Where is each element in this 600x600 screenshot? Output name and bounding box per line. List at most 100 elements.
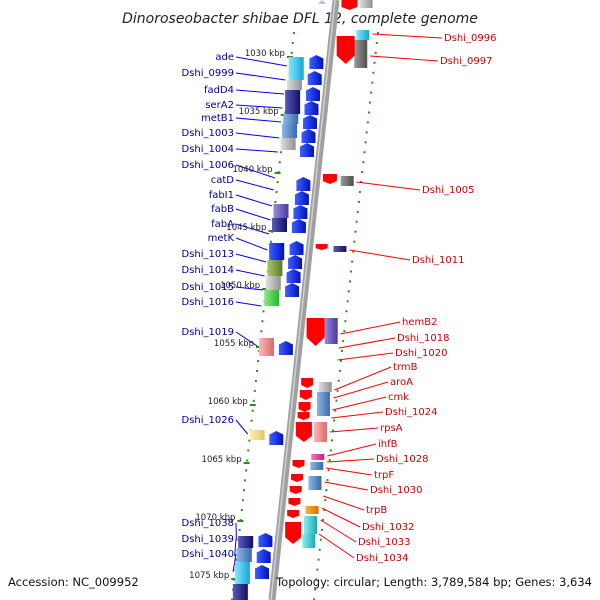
- gene-block-forward[interactable]: [234, 562, 250, 584]
- gene-label-dshi-1018[interactable]: Dshi_1018: [397, 333, 449, 344]
- gene-block-forward[interactable]: [273, 204, 289, 218]
- gene-arrow-reverse[interactable]: [287, 510, 300, 518]
- gene-label-ihfb[interactable]: ihfB: [378, 439, 398, 450]
- gene-label-dshi-1015[interactable]: Dshi_1015: [182, 282, 234, 293]
- gene-arrow-reverse[interactable]: [299, 390, 312, 400]
- gene-label-dshi-0997[interactable]: Dshi_0997: [440, 56, 492, 67]
- gene-block-reverse[interactable]: [359, 0, 373, 8]
- gene-label-dshi-1004[interactable]: Dshi_1004: [182, 144, 234, 155]
- gene-label-ade[interactable]: ade: [215, 52, 234, 63]
- gene-block-forward[interactable]: [232, 584, 248, 600]
- gene-label-fabi1[interactable]: fabI1: [209, 190, 234, 201]
- gene-arrow-forward[interactable]: [302, 115, 317, 129]
- gene-block-forward[interactable]: [258, 338, 274, 356]
- gene-label-dshi-1003[interactable]: Dshi_1003: [182, 128, 234, 139]
- gene-arrow-forward[interactable]: [294, 191, 309, 205]
- gene-label-dshi-1033[interactable]: Dshi_1033: [358, 537, 410, 548]
- gene-block-reverse[interactable]: [333, 246, 347, 252]
- gene-label-catd[interactable]: catD: [211, 175, 235, 186]
- gene-arrow-forward[interactable]: [278, 341, 293, 355]
- gene-label-dshi-1024[interactable]: Dshi_1024: [385, 407, 437, 418]
- gene-block-forward[interactable]: [286, 80, 302, 90]
- gene-label-dshi-1020[interactable]: Dshi_1020: [395, 348, 447, 359]
- gene-label-trpb[interactable]: trpB: [366, 505, 387, 516]
- gene-arrow-reverse[interactable]: [306, 318, 325, 346]
- scroll-up-icon[interactable]: [318, 0, 326, 4]
- gene-block-reverse[interactable]: [308, 476, 322, 490]
- gene-arrow-forward[interactable]: [254, 565, 269, 579]
- gene-arrow-forward[interactable]: [269, 431, 284, 445]
- gene-block-forward[interactable]: [272, 218, 287, 232]
- gene-arrow-forward[interactable]: [291, 219, 306, 233]
- gene-block-reverse[interactable]: [311, 454, 325, 460]
- gene-block-reverse[interactable]: [318, 382, 332, 392]
- gene-arrow-reverse[interactable]: [285, 522, 302, 544]
- gene-label-dshi-1011[interactable]: Dshi_1011: [412, 255, 464, 266]
- gene-arrow-reverse[interactable]: [289, 486, 302, 494]
- gene-label-dshi-1026[interactable]: Dshi_1026: [182, 415, 234, 426]
- gene-label-dshi-1038[interactable]: Dshi_1038: [182, 518, 234, 529]
- gene-label-fadd4[interactable]: fadD4: [204, 85, 234, 96]
- gene-block-forward[interactable]: [249, 430, 265, 440]
- gene-label-dshi-1016[interactable]: Dshi_1016: [182, 297, 234, 308]
- gene-arrow-reverse[interactable]: [291, 474, 304, 482]
- gene-label-fabb[interactable]: fabB: [211, 204, 234, 215]
- gene-block-forward[interactable]: [288, 57, 304, 80]
- gene-block-forward[interactable]: [269, 243, 285, 260]
- gene-arrow-reverse[interactable]: [288, 498, 301, 506]
- gene-label-dshi-1014[interactable]: Dshi_1014: [182, 265, 234, 276]
- gene-label-dshi-1040[interactable]: Dshi_1040: [182, 549, 234, 560]
- gene-arrow-reverse[interactable]: [322, 174, 337, 184]
- gene-block-forward[interactable]: [265, 276, 281, 290]
- gene-arrow-forward[interactable]: [285, 283, 300, 297]
- gene-label-aroa[interactable]: aroA: [390, 377, 413, 388]
- gene-arrow-forward[interactable]: [288, 255, 303, 269]
- gene-arrow-reverse[interactable]: [297, 412, 310, 420]
- gene-arrow-forward[interactable]: [305, 87, 320, 101]
- gene-arrow-forward[interactable]: [286, 269, 301, 283]
- gene-arrow-forward[interactable]: [289, 241, 304, 255]
- gene-label-metk[interactable]: metK: [208, 233, 235, 244]
- gene-arrow-reverse[interactable]: [301, 378, 314, 388]
- gene-label-metb1[interactable]: metB1: [201, 113, 234, 124]
- gene-block-forward[interactable]: [238, 536, 254, 548]
- gene-label-dshi-1032[interactable]: Dshi_1032: [362, 522, 414, 533]
- gene-block-reverse[interactable]: [305, 506, 319, 514]
- gene-arrow-forward[interactable]: [301, 129, 316, 143]
- gene-arrow-reverse[interactable]: [298, 402, 311, 412]
- gene-block-forward[interactable]: [267, 260, 283, 276]
- gene-label-rpsa[interactable]: rpsA: [380, 423, 403, 434]
- gene-arrow-forward[interactable]: [307, 71, 322, 85]
- gene-label-dshi-1030[interactable]: Dshi_1030: [370, 485, 422, 496]
- gene-arrow-reverse[interactable]: [341, 0, 358, 10]
- gene-block-forward[interactable]: [283, 114, 299, 124]
- gene-label-hemb2[interactable]: hemB2: [402, 317, 437, 328]
- gene-arrow-forward[interactable]: [258, 533, 273, 547]
- gene-label-dshi-1013[interactable]: Dshi_1013: [182, 249, 234, 260]
- gene-block-forward[interactable]: [282, 124, 298, 138]
- gene-label-cmk[interactable]: cmk: [388, 392, 409, 403]
- gene-arrow-forward[interactable]: [256, 549, 271, 563]
- gene-label-dshi-0999[interactable]: Dshi_0999: [182, 68, 234, 79]
- gene-block-reverse[interactable]: [354, 40, 368, 68]
- gene-arrow-forward[interactable]: [293, 205, 308, 219]
- gene-arrow-forward[interactable]: [300, 143, 314, 157]
- gene-arrow-reverse[interactable]: [315, 244, 328, 250]
- gene-label-trpf[interactable]: trpF: [374, 470, 394, 481]
- gene-label-faba[interactable]: fabA: [211, 219, 234, 230]
- gene-block-forward[interactable]: [264, 290, 280, 306]
- gene-block-reverse[interactable]: [356, 30, 370, 40]
- gene-block-forward[interactable]: [285, 90, 301, 114]
- gene-label-dshi-1006[interactable]: Dshi_1006: [182, 160, 234, 171]
- gene-block-reverse[interactable]: [316, 392, 330, 416]
- gene-label-dshi-1039[interactable]: Dshi_1039: [182, 534, 234, 545]
- gene-block-reverse[interactable]: [310, 462, 324, 470]
- gene-label-dshi-1034[interactable]: Dshi_1034: [356, 553, 408, 564]
- gene-block-forward[interactable]: [236, 548, 252, 562]
- gene-label-dshi-0996[interactable]: Dshi_0996: [444, 33, 496, 44]
- gene-arrow-forward[interactable]: [304, 101, 319, 115]
- gene-arrow-reverse[interactable]: [295, 422, 312, 442]
- gene-block-reverse[interactable]: [313, 422, 327, 442]
- gene-arrow-forward[interactable]: [296, 177, 311, 191]
- gene-arrow-reverse[interactable]: [292, 460, 305, 468]
